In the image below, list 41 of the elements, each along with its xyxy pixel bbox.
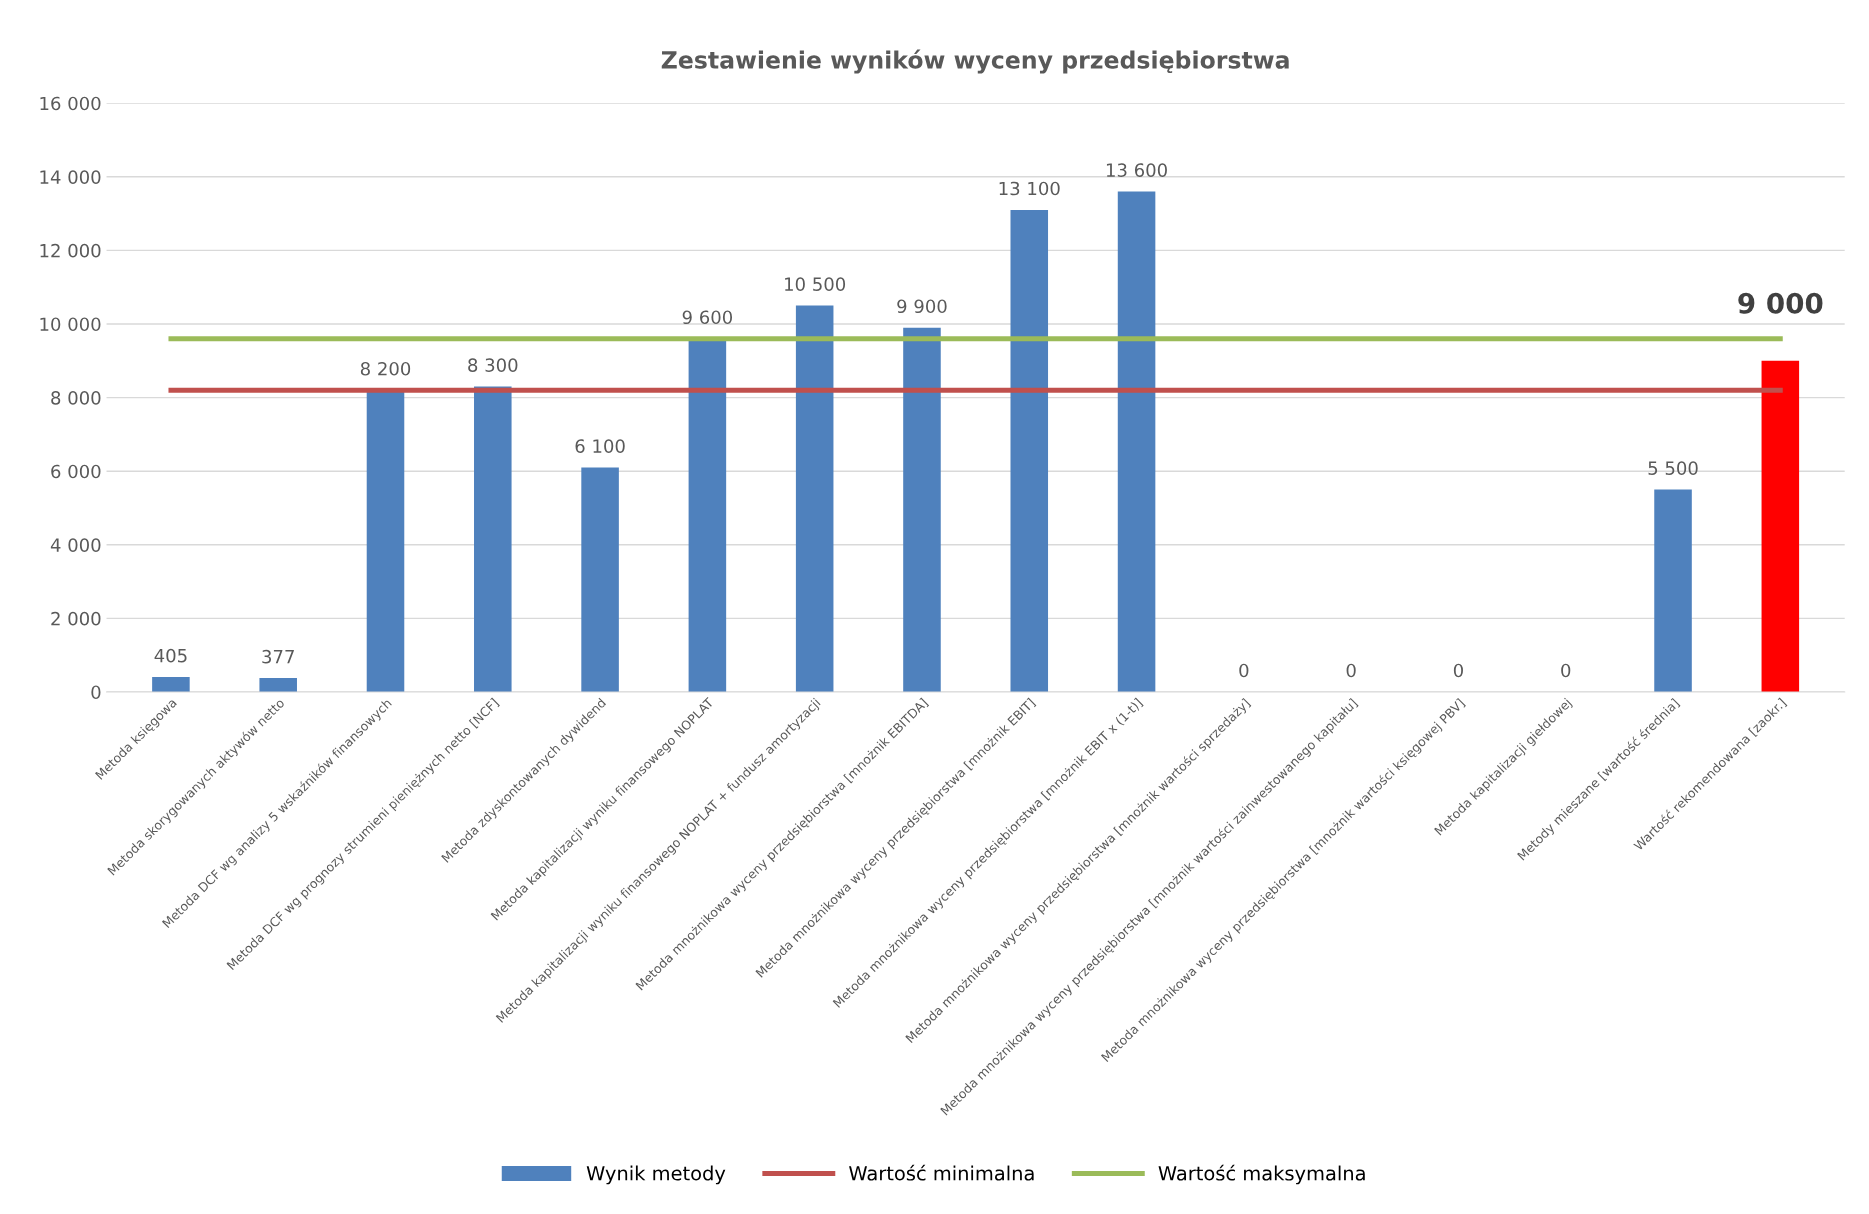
data-label: 8 300 bbox=[468, 358, 518, 372]
data-label: 0 bbox=[1346, 663, 1356, 678]
legend-label: Wynik metody bbox=[586, 1165, 726, 1185]
y-tick-label: 10 000 bbox=[40, 317, 101, 332]
data-label: 6 100 bbox=[575, 439, 625, 453]
bar bbox=[474, 386, 512, 692]
bar bbox=[1010, 209, 1049, 692]
y-tick-label: 14 000 bbox=[40, 170, 101, 184]
y-tick-label: 0 bbox=[91, 685, 101, 700]
legend-label: Wartość minimalna bbox=[849, 1164, 1034, 1181]
data-label: 9 000 bbox=[1738, 292, 1823, 314]
data-label: 5 500 bbox=[1648, 461, 1698, 475]
y-tick-label: 6 000 bbox=[51, 464, 101, 479]
data-label: 377 bbox=[262, 649, 294, 664]
y-tick-label: 12 000 bbox=[40, 243, 101, 258]
bar bbox=[1117, 191, 1156, 692]
data-label: 0 bbox=[1239, 663, 1249, 678]
data-label: 13 600 bbox=[1106, 163, 1167, 177]
bar bbox=[152, 677, 190, 692]
y-tick-label: 4 000 bbox=[50, 538, 101, 552]
bar bbox=[581, 467, 619, 692]
data-label: 0 bbox=[1453, 663, 1463, 678]
chart-title: Zestawienie wyników wyceny przedsiębiorstwa bbox=[661, 49, 1289, 74]
data-label: 13 100 bbox=[999, 181, 1060, 196]
y-tick-label: 16 000 bbox=[40, 96, 101, 111]
bar bbox=[1761, 360, 1800, 692]
bar bbox=[366, 390, 405, 692]
data-label: 10 500 bbox=[785, 277, 846, 291]
data-label: 0 bbox=[1561, 663, 1571, 678]
data-label: 9 600 bbox=[682, 310, 733, 325]
legend-label: Wartość maksymalna bbox=[1158, 1164, 1365, 1185]
data-label: 405 bbox=[154, 648, 187, 663]
bar bbox=[903, 327, 941, 692]
bar bbox=[1654, 489, 1692, 692]
y-tick-label: 2 000 bbox=[51, 611, 101, 626]
data-label: 9 900 bbox=[897, 299, 947, 314]
data-label: 8 200 bbox=[360, 361, 411, 376]
bar bbox=[259, 678, 297, 692]
bar bbox=[795, 305, 834, 692]
y-tick-label: 8 000 bbox=[51, 391, 101, 405]
bar bbox=[688, 338, 727, 692]
